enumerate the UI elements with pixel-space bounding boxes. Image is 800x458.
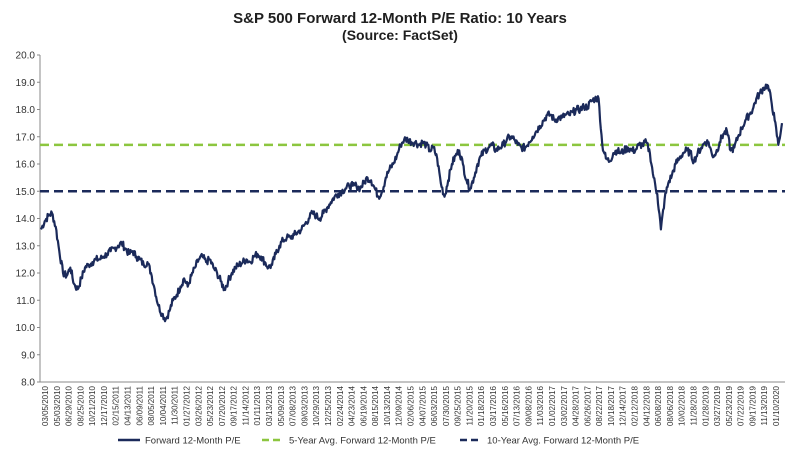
x-tick-label: 04/28/2017 bbox=[572, 385, 581, 426]
x-tick-label: 09/03/2013 bbox=[300, 385, 309, 426]
average-lines bbox=[40, 143, 785, 193]
y-tick-label: 14.0 bbox=[16, 214, 36, 225]
x-tick-label: 06/29/2010 bbox=[65, 385, 74, 426]
x-tick-label: 12/17/2010 bbox=[100, 385, 109, 426]
x-tick-label: 08/05/2011 bbox=[147, 385, 156, 425]
x-tick-label: 02/06/2015 bbox=[407, 385, 416, 426]
legend: Forward 12-Month P/E 5-Year Avg. Forward … bbox=[118, 436, 639, 447]
x-tick-label: 06/26/2017 bbox=[583, 385, 592, 426]
y-tick-label: 11.0 bbox=[16, 296, 35, 307]
x-tick-label: 05/16/2016 bbox=[501, 385, 510, 426]
y-tick-label: 19.0 bbox=[16, 78, 36, 89]
x-tick-label: 06/08/2018 bbox=[654, 385, 663, 426]
x-tick-label: 06/03/2015 bbox=[430, 385, 439, 426]
x-tick-label: 01/11/2013 bbox=[253, 385, 262, 425]
x-tick-label: 09/08/2016 bbox=[524, 385, 533, 426]
x-tick-label: 09/17/2019 bbox=[748, 385, 757, 426]
x-tick-label: 10/04/2011 bbox=[159, 385, 168, 425]
y-tick-label: 17.0 bbox=[16, 132, 36, 143]
x-tick-label: 05/23/2019 bbox=[725, 385, 734, 426]
x-tick-label: 11/28/2018 bbox=[689, 385, 698, 425]
y-tick-label: 18.0 bbox=[16, 105, 36, 116]
y-tick-label: 12.0 bbox=[16, 269, 36, 280]
y-tick-label: 9.0 bbox=[21, 350, 35, 361]
x-tick-label: 05/09/2013 bbox=[277, 385, 286, 426]
x-tick-label: 01/02/2017 bbox=[548, 385, 557, 426]
x-tick-label: 04/13/2011 bbox=[124, 385, 133, 425]
x-tick-label: 05/03/2010 bbox=[53, 385, 62, 426]
x-tick-label: 12/14/2017 bbox=[619, 385, 628, 426]
y-axis: 20.0 19.0 18.0 17.0 16.0 15.0 14.0 13.0 12.0 11.0… bbox=[16, 51, 40, 389]
x-tick-label: 07/20/2012 bbox=[218, 385, 227, 426]
x-axis: 03/05/2010 05/03/2010 06/29/2010 08/25/2010… bbox=[41, 385, 781, 426]
x-tick-label: 08/25/2010 bbox=[76, 385, 85, 426]
x-tick-label: 11/30/2011 bbox=[171, 385, 180, 424]
y-tick-label: 13.0 bbox=[16, 241, 36, 252]
x-tick-label: 01/27/2012 bbox=[182, 385, 191, 426]
x-tick-label: 08/15/2014 bbox=[371, 385, 380, 426]
x-tick-label: 04/12/2018 bbox=[642, 385, 651, 426]
x-tick-label: 12/09/2014 bbox=[395, 385, 404, 426]
x-tick-label: 05/23/2012 bbox=[206, 385, 215, 426]
legend-item-forward-pe-label: Forward 12-Month P/E bbox=[145, 436, 241, 447]
x-tick-label: 03/02/2017 bbox=[560, 385, 569, 426]
x-tick-label: 03/13/2013 bbox=[265, 385, 274, 426]
x-tick-label: 04/07/2015 bbox=[418, 385, 427, 426]
x-tick-label: 09/25/2015 bbox=[454, 385, 463, 426]
x-tick-label: 02/15/2011 bbox=[112, 385, 121, 425]
x-tick-label: 11/13/2019 bbox=[760, 385, 769, 425]
x-tick-label: 12/25/2013 bbox=[324, 385, 333, 426]
x-tick-label: 03/26/2012 bbox=[194, 385, 203, 426]
x-tick-label: 07/08/2013 bbox=[289, 385, 298, 426]
chart-subtitle: (Source: FactSet) bbox=[342, 27, 458, 43]
x-tick-label: 08/06/2018 bbox=[666, 385, 675, 426]
y-tick-label: 10.0 bbox=[16, 323, 36, 334]
x-tick-label: 11/20/2015 bbox=[465, 385, 474, 425]
x-tick-label: 10/02/2018 bbox=[678, 385, 687, 426]
x-tick-label: 06/19/2014 bbox=[359, 385, 368, 426]
x-tick-label: 10/18/2017 bbox=[607, 385, 616, 426]
y-tick-label: 20.0 bbox=[16, 51, 36, 62]
x-tick-label: 03/27/2019 bbox=[713, 385, 722, 426]
x-tick-label: 10/29/2013 bbox=[312, 385, 321, 426]
x-tick-label: 01/10/2020 bbox=[772, 385, 781, 426]
chart-title: S&P 500 Forward 12-Month P/E Ratio: 10 Y… bbox=[233, 10, 567, 27]
x-tick-label: 07/13/2016 bbox=[513, 385, 522, 426]
x-tick-label: 03/05/2010 bbox=[41, 385, 50, 426]
x-tick-label: 03/17/2016 bbox=[489, 385, 498, 426]
y-tick-label: 15.0 bbox=[16, 187, 36, 198]
x-tick-label: 07/30/2015 bbox=[442, 385, 451, 426]
x-tick-label: 10/21/2010 bbox=[88, 385, 97, 426]
legend-item-10-year-avg-label: 10-Year Avg. Forward 12-Month P/E bbox=[487, 436, 639, 447]
x-tick-label: 01/18/2016 bbox=[477, 385, 486, 426]
x-tick-label: 08/22/2017 bbox=[595, 385, 604, 426]
x-tick-label: 11/03/2016 bbox=[536, 385, 545, 425]
x-tick-label: 02/24/2014 bbox=[336, 385, 345, 426]
y-tick-label: 16.0 bbox=[16, 160, 36, 171]
x-tick-label: 07/22/2019 bbox=[737, 385, 746, 426]
x-tick-label: 09/17/2012 bbox=[230, 385, 239, 426]
x-tick-label: 06/09/2011 bbox=[135, 385, 144, 425]
x-tick-label: 04/23/2014 bbox=[348, 385, 357, 426]
legend-item-5-year-avg-label: 5-Year Avg. Forward 12-Month P/E bbox=[289, 436, 436, 447]
x-tick-label: 02/12/2018 bbox=[631, 385, 640, 426]
x-tick-label: 01/28/2019 bbox=[701, 385, 710, 426]
x-tick-label: 10/13/2014 bbox=[383, 385, 392, 426]
series-line-forward-pe bbox=[39, 83, 784, 323]
y-tick-label: 8.0 bbox=[21, 378, 35, 389]
x-tick-label: 11/14/2012 bbox=[241, 385, 250, 425]
